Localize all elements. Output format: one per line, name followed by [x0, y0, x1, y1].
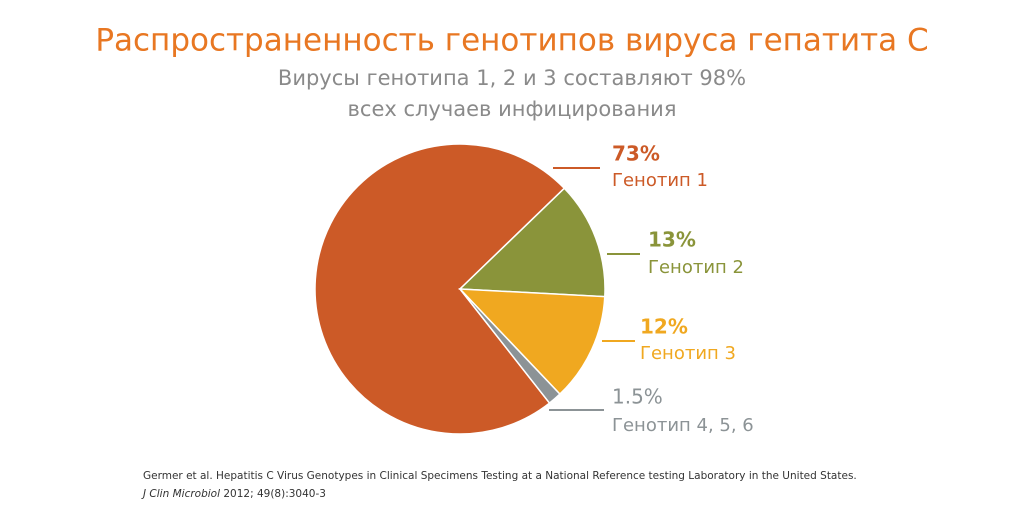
source: J Clin Microbiol 2012; 49(8):3040-3 — [141, 488, 326, 500]
chart-title: Распространенность генотипов вируса гепа… — [95, 23, 928, 59]
value-label: 1.5% — [612, 385, 663, 409]
category-label: Генотип 4, 5, 6 — [612, 415, 754, 436]
chart-subtitle: Вирусы генотипа 1, 2 и 3 составляют 98% — [278, 66, 746, 90]
category-label: Генотип 3 — [640, 343, 736, 364]
pie-slice — [459, 288, 561, 405]
value-label: 12% — [640, 315, 688, 339]
category-label: Генотип 1 — [612, 170, 708, 191]
category-label: Генотип 2 — [648, 257, 744, 278]
chart-subtitle: всех случаев инфицирования — [348, 97, 677, 121]
source-ref: 2012; 49(8):3040-3 — [223, 488, 326, 500]
value-label: 13% — [648, 228, 696, 252]
source: Germer et al. Hepatitis C Virus Genotype… — [143, 470, 857, 482]
pie-slice — [458, 288, 606, 396]
value-label: 73% — [612, 142, 660, 166]
source-journal: J Clin Microbiol — [141, 488, 220, 500]
pie-slice — [458, 187, 606, 298]
pie-slice — [314, 143, 566, 435]
